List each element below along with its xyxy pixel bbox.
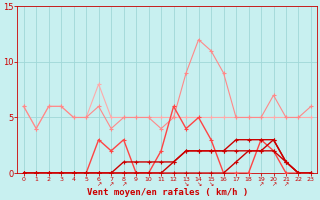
X-axis label: Vent moyen/en rafales ( km/h ): Vent moyen/en rafales ( km/h )	[87, 188, 248, 197]
